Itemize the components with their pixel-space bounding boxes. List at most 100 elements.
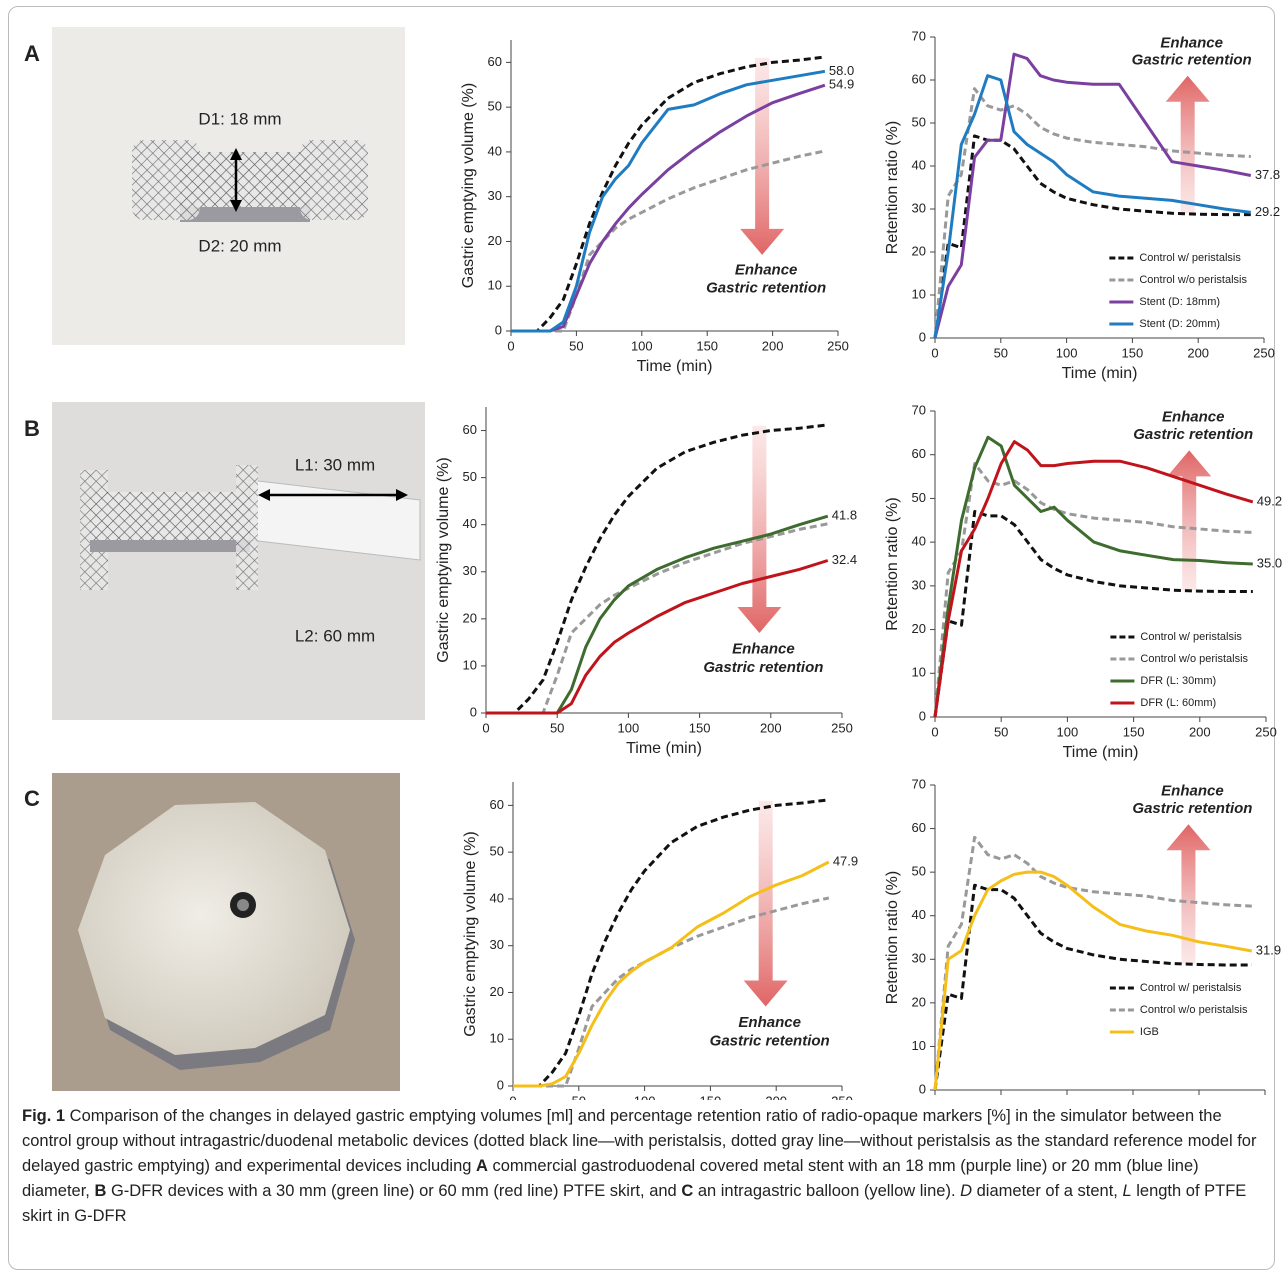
x-axis-title: Time (min) [637, 358, 713, 375]
caption-text: diameter of a stent, [972, 1182, 1122, 1200]
annotation-arrow [1167, 450, 1211, 590]
y-tick-label: 0 [919, 708, 926, 723]
y-axis-title: Gastric emptying volume (%) [460, 83, 477, 288]
annotation: Enhance [1160, 34, 1223, 51]
caption-text: an intragastric balloon (yellow line). [693, 1182, 960, 1200]
x-tick-label: 200 [1188, 1097, 1210, 1100]
legend-label: Control w/o peristalsis [1140, 1004, 1248, 1016]
x-tick-label: 0 [931, 1097, 938, 1100]
figure: AD1: 18 mmD2: 20 mmBL1: 30 mmL2: 60 mmC0… [0, 0, 1285, 1100]
y-tick-label: 50 [488, 99, 502, 114]
x-tick-label: 100 [618, 720, 640, 735]
y-tick-label: 60 [912, 446, 926, 461]
value-label: 35.0 [1257, 555, 1282, 570]
x-tick-label: 250 [1255, 724, 1277, 739]
annotation-arrow [744, 801, 788, 1007]
y-tick-label: 0 [497, 1077, 504, 1092]
caption-text: B [94, 1182, 106, 1200]
legend-label: IGB [1140, 1026, 1159, 1038]
x-tick-label: 50 [572, 1093, 586, 1100]
legend-label: Stent (D: 18mm) [1139, 296, 1220, 308]
x-tick-label: 100 [1056, 345, 1078, 360]
y-axis-title: Gastric emptying volume (%) [462, 831, 479, 1036]
y-tick-label: 10 [912, 286, 926, 301]
x-tick-label: 150 [700, 1093, 722, 1100]
y-tick-label: 70 [912, 402, 926, 417]
y-tick-label: 30 [488, 188, 502, 203]
annotation: Gastric retention [710, 1033, 830, 1050]
y-tick-label: 20 [912, 621, 926, 636]
caption-text: D [960, 1182, 972, 1200]
annotation: Enhance [735, 262, 798, 279]
x-tick-label: 100 [634, 1093, 656, 1100]
x-axis-title: Time (min) [626, 740, 702, 757]
y-axis-title: Retention ratio (%) [884, 497, 901, 630]
caption-label: Fig. 1 [22, 1107, 65, 1125]
annotation-arrow [740, 58, 784, 255]
y-tick-label: 10 [490, 1031, 504, 1046]
x-tick-label: 50 [569, 338, 583, 353]
y-tick-label: 0 [495, 322, 502, 337]
value-label: 47.9 [833, 853, 858, 868]
x-tick-label: 50 [994, 724, 1008, 739]
y-tick-label: 20 [490, 984, 504, 999]
series-line [486, 561, 828, 714]
panel-letter: A [24, 41, 40, 66]
x-tick-label: 50 [994, 1097, 1008, 1100]
photo-label: D2: 20 mm [198, 236, 281, 255]
y-tick-label: 40 [912, 907, 926, 922]
y-tick-label: 0 [919, 1081, 926, 1096]
legend-label: Control w/ peristalsis [1140, 631, 1242, 643]
y-tick-label: 0 [470, 704, 477, 719]
y-tick-label: 30 [463, 563, 477, 578]
photo-dfr [52, 402, 425, 720]
x-tick-label: 0 [931, 724, 938, 739]
page: { "figure": {"panels": [ {"letter": "A",… [0, 0, 1285, 1278]
y-tick-label: 10 [912, 1038, 926, 1053]
y-tick-label: 60 [488, 54, 502, 69]
x-tick-label: 150 [1122, 345, 1144, 360]
legend-label: Control w/ peristalsis [1140, 982, 1242, 994]
legend-label: DFR (L: 30mm) [1140, 675, 1216, 687]
value-label: 41.8 [832, 508, 857, 523]
y-tick-label: 30 [912, 951, 926, 966]
x-tick-label: 150 [689, 720, 711, 735]
y-tick-label: 0 [919, 329, 926, 344]
x-tick-label: 150 [1122, 1097, 1144, 1100]
annotation: Gastric retention [1133, 426, 1253, 443]
caption-text: C [681, 1182, 693, 1200]
x-tick-label: 250 [831, 720, 853, 735]
y-tick-label: 60 [912, 71, 926, 86]
x-tick-label: 0 [509, 1093, 516, 1100]
y-tick-label: 20 [488, 233, 502, 248]
y-axis-title: Retention ratio (%) [884, 121, 901, 254]
y-tick-label: 50 [912, 114, 926, 129]
x-tick-label: 50 [994, 345, 1008, 360]
y-tick-label: 50 [490, 844, 504, 859]
value-label: 32.4 [832, 552, 857, 567]
value-label: 31.9 [1256, 942, 1281, 957]
y-tick-label: 20 [912, 243, 926, 258]
annotation: Gastric retention [706, 279, 826, 296]
annotation: Enhance [732, 640, 795, 657]
x-tick-label: 250 [831, 1093, 853, 1100]
x-tick-label: 100 [1056, 1097, 1078, 1100]
y-tick-label: 60 [490, 797, 504, 812]
x-tick-label: 0 [931, 345, 938, 360]
photo-label: L2: 60 mm [295, 626, 375, 645]
x-tick-label: 0 [482, 720, 489, 735]
y-tick-label: 10 [463, 657, 477, 672]
value-label: 29.2 [1255, 204, 1280, 219]
annotation: Enhance [1162, 409, 1225, 426]
x-axis-title: Time (min) [1062, 365, 1138, 382]
x-tick-label: 200 [760, 720, 782, 735]
caption-text: G-DFR devices with a 30 mm (green line) … [106, 1182, 681, 1200]
y-tick-label: 10 [488, 278, 502, 293]
panel-letter: B [24, 416, 40, 441]
y-tick-label: 40 [912, 534, 926, 549]
legend-label: Control w/o peristalsis [1139, 274, 1247, 286]
y-axis-title: Retention ratio (%) [884, 871, 901, 1004]
y-tick-label: 20 [463, 610, 477, 625]
y-tick-label: 50 [912, 864, 926, 879]
x-tick-label: 200 [762, 338, 784, 353]
